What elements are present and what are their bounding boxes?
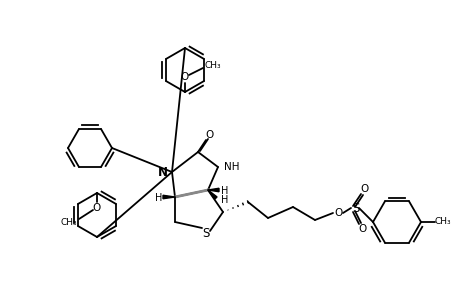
- Text: NH: NH: [224, 162, 239, 172]
- Text: O: O: [206, 130, 213, 140]
- Text: O: O: [360, 184, 368, 194]
- Text: S: S: [352, 202, 359, 215]
- Text: CH₃: CH₃: [204, 61, 221, 70]
- Text: O: O: [358, 224, 366, 234]
- Polygon shape: [162, 195, 174, 199]
- Text: CH₃: CH₃: [434, 218, 450, 226]
- Text: N: N: [157, 167, 168, 179]
- Text: H: H: [221, 186, 228, 196]
- Text: H: H: [155, 193, 162, 203]
- Text: O: O: [334, 208, 342, 218]
- Text: S: S: [202, 227, 209, 241]
- Polygon shape: [207, 190, 217, 199]
- Polygon shape: [207, 188, 218, 192]
- Text: O: O: [93, 203, 101, 213]
- Text: H: H: [221, 195, 228, 205]
- Text: CH₃: CH₃: [61, 218, 77, 227]
- Text: O: O: [180, 72, 189, 82]
